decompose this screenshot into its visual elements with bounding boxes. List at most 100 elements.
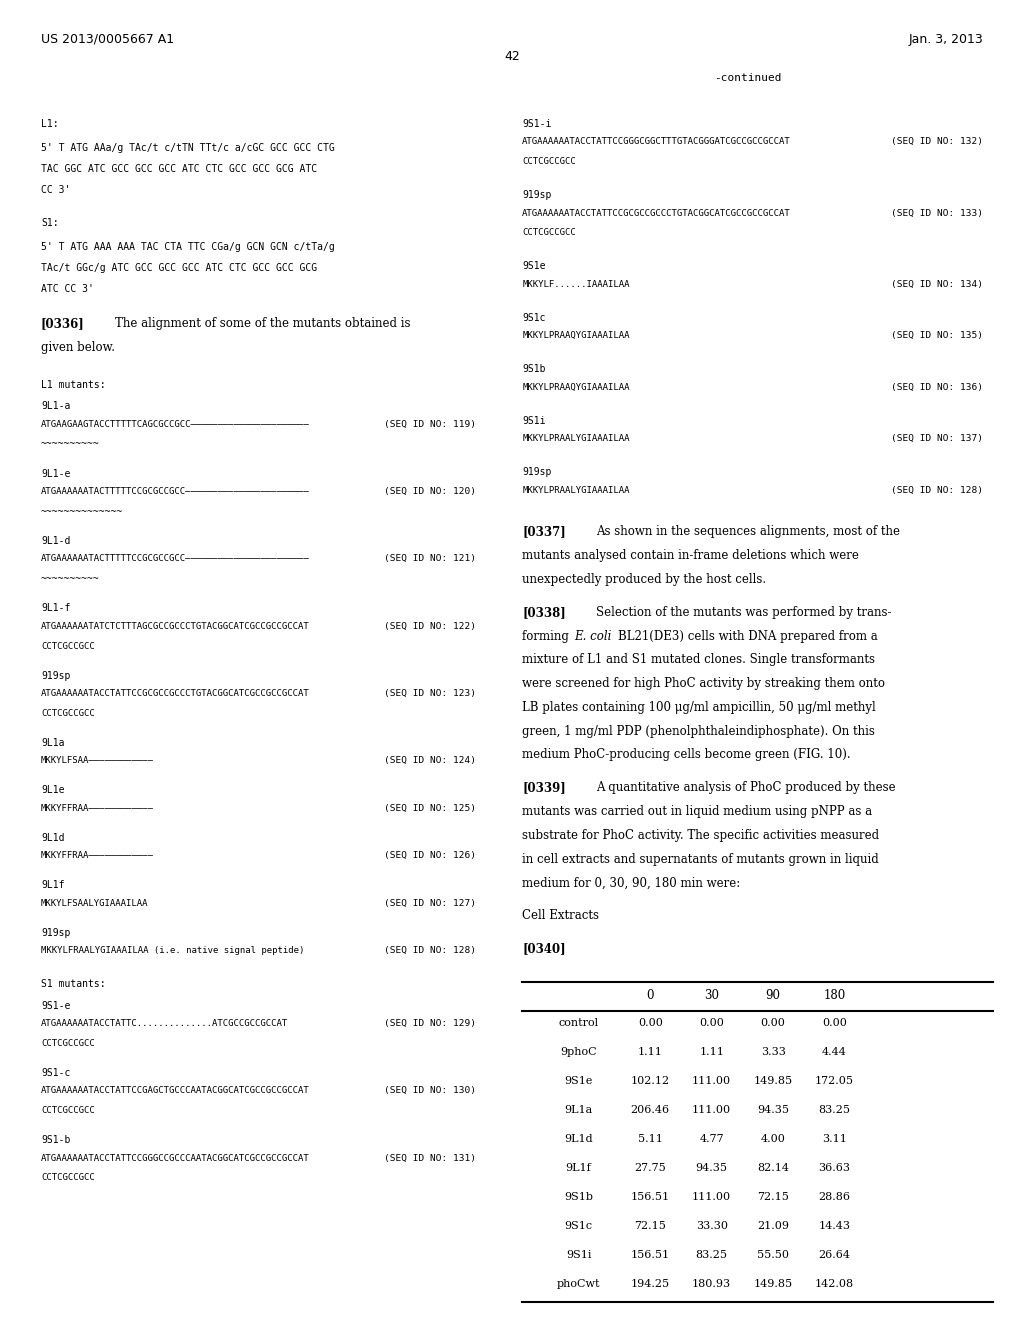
Text: [0337]: [0337]	[522, 525, 566, 539]
Text: 919sp: 919sp	[41, 671, 71, 681]
Text: CCTCGCCGCC: CCTCGCCGCC	[41, 1106, 94, 1115]
Text: 82.14: 82.14	[757, 1163, 790, 1173]
Text: As shown in the sequences alignments, most of the: As shown in the sequences alignments, mo…	[596, 525, 900, 539]
Text: 9L1-d: 9L1-d	[41, 536, 71, 546]
Text: 28.86: 28.86	[818, 1192, 851, 1203]
Text: MKKYLPRAALYGIAAAILAA: MKKYLPRAALYGIAAAILAA	[522, 486, 630, 495]
Text: (SEQ ID NO: 121): (SEQ ID NO: 121)	[384, 554, 476, 564]
Text: 9L1f: 9L1f	[41, 880, 65, 891]
Text: MKKYFFRAA————————————: MKKYFFRAA————————————	[41, 804, 154, 813]
Text: mutants was carried out in liquid medium using pNPP as a: mutants was carried out in liquid medium…	[522, 805, 872, 818]
Text: 0.00: 0.00	[638, 1018, 663, 1028]
Text: (SEQ ID NO: 122): (SEQ ID NO: 122)	[384, 622, 476, 631]
Text: (SEQ ID NO: 136): (SEQ ID NO: 136)	[891, 383, 983, 392]
Text: 83.25: 83.25	[818, 1105, 851, 1115]
Text: 3.11: 3.11	[822, 1134, 847, 1144]
Text: 4.77: 4.77	[699, 1134, 724, 1144]
Text: MKKYLFSAA————————————: MKKYLFSAA————————————	[41, 756, 154, 766]
Text: 0.00: 0.00	[822, 1018, 847, 1028]
Text: ATGAAAAAATACTTTTTCCGCGCCGCC———————————————————————: ATGAAAAAATACTTTTTCCGCGCCGCC—————————————…	[41, 554, 309, 564]
Text: 156.51: 156.51	[631, 1192, 670, 1203]
Text: LB plates containing 100 μg/ml ampicillin, 50 μg/ml methyl: LB plates containing 100 μg/ml ampicilli…	[522, 701, 876, 714]
Text: 33.30: 33.30	[695, 1221, 728, 1232]
Text: 206.46: 206.46	[631, 1105, 670, 1115]
Text: 9L1d: 9L1d	[41, 833, 65, 843]
Text: (SEQ ID NO: 133): (SEQ ID NO: 133)	[891, 209, 983, 218]
Text: 30: 30	[705, 989, 719, 1002]
Text: MKKYLF......IAAAILAA: MKKYLF......IAAAILAA	[522, 280, 630, 289]
Text: MKKYFFRAA————————————: MKKYFFRAA————————————	[41, 851, 154, 861]
Text: CCTCGCCGCC: CCTCGCCGCC	[41, 709, 94, 718]
Text: 27.75: 27.75	[634, 1163, 667, 1173]
Text: 55.50: 55.50	[757, 1250, 790, 1261]
Text: MKKYLFRAALYGIAAAILAA (i.e. native signal peptide): MKKYLFRAALYGIAAAILAA (i.e. native signal…	[41, 946, 304, 956]
Text: 5' T ATG AAA AAA TAC CTA TTC CGa/g GCN GCN c/tTa/g: 5' T ATG AAA AAA TAC CTA TTC CGa/g GCN G…	[41, 242, 335, 252]
Text: 9L1a: 9L1a	[564, 1105, 593, 1115]
Text: MKKYLPRAAQYGIAAAILAA: MKKYLPRAAQYGIAAAILAA	[522, 383, 630, 392]
Text: A quantitative analysis of PhoC produced by these: A quantitative analysis of PhoC produced…	[596, 781, 896, 795]
Text: ATGAAAAAATACTTTTTCCGCGCCGCC———————————————————————: ATGAAAAAATACTTTTTCCGCGCCGCC—————————————…	[41, 487, 309, 496]
Text: (SEQ ID NO: 125): (SEQ ID NO: 125)	[384, 804, 476, 813]
Text: [0338]: [0338]	[522, 606, 566, 619]
Text: 919sp: 919sp	[41, 928, 71, 939]
Text: ATGAAAAAATACCTATTCCGCGCCGCCCTGTACGGCATCGCCGCCGCCAT: ATGAAAAAATACCTATTCCGCGCCGCCCTGTACGGCATCG…	[522, 209, 791, 218]
Text: 142.08: 142.08	[815, 1279, 854, 1290]
Text: MKKYLFSAALYGIAAAILAA: MKKYLFSAALYGIAAAILAA	[41, 899, 148, 908]
Text: 9L1-e: 9L1-e	[41, 469, 71, 479]
Text: green, 1 mg/ml PDP (phenolphthaleindiphosphate). On this: green, 1 mg/ml PDP (phenolphthaleindipho…	[522, 725, 876, 738]
Text: L1:: L1:	[41, 119, 58, 129]
Text: 9S1-c: 9S1-c	[41, 1068, 71, 1078]
Text: given below.: given below.	[41, 341, 115, 354]
Text: 94.35: 94.35	[695, 1163, 728, 1173]
Text: control: control	[558, 1018, 599, 1028]
Text: 9L1d: 9L1d	[564, 1134, 593, 1144]
Text: ATC CC 3': ATC CC 3'	[41, 284, 94, 294]
Text: -continued: -continued	[714, 73, 781, 83]
Text: CCTCGCCGCC: CCTCGCCGCC	[41, 1039, 94, 1048]
Text: 5.11: 5.11	[638, 1134, 663, 1144]
Text: (SEQ ID NO: 135): (SEQ ID NO: 135)	[891, 331, 983, 341]
Text: 172.05: 172.05	[815, 1076, 854, 1086]
Text: (SEQ ID NO: 123): (SEQ ID NO: 123)	[384, 689, 476, 698]
Text: 111.00: 111.00	[692, 1105, 731, 1115]
Text: 0.00: 0.00	[761, 1018, 785, 1028]
Text: ATGAAGAAGTACCTTTTTCAGCGCCGCC——————————————————————: ATGAAGAAGTACCTTTTTCAGCGCCGCC————————————…	[41, 420, 309, 429]
Text: S1:: S1:	[41, 218, 58, 228]
Text: (SEQ ID NO: 137): (SEQ ID NO: 137)	[891, 434, 983, 444]
Text: 9S1b: 9S1b	[564, 1192, 593, 1203]
Text: 9S1b: 9S1b	[522, 364, 546, 375]
Text: E. coli: E. coli	[574, 630, 611, 643]
Text: [0339]: [0339]	[522, 781, 566, 795]
Text: 9S1-i: 9S1-i	[522, 119, 552, 129]
Text: (SEQ ID NO: 126): (SEQ ID NO: 126)	[384, 851, 476, 861]
Text: 180: 180	[823, 989, 846, 1002]
Text: Cell Extracts: Cell Extracts	[522, 909, 599, 923]
Text: 14.43: 14.43	[818, 1221, 851, 1232]
Text: BL21(DE3) cells with DNA prepared from a: BL21(DE3) cells with DNA prepared from a	[618, 630, 879, 643]
Text: 4.44: 4.44	[822, 1047, 847, 1057]
Text: (SEQ ID NO: 134): (SEQ ID NO: 134)	[891, 280, 983, 289]
Text: 919sp: 919sp	[522, 467, 552, 478]
Text: CCTCGCCGCC: CCTCGCCGCC	[41, 642, 94, 651]
Text: (SEQ ID NO: 124): (SEQ ID NO: 124)	[384, 756, 476, 766]
Text: CCTCGCCGCC: CCTCGCCGCC	[41, 1173, 94, 1183]
Text: forming: forming	[522, 630, 572, 643]
Text: 36.63: 36.63	[818, 1163, 851, 1173]
Text: 149.85: 149.85	[754, 1076, 793, 1086]
Text: CCTCGCCGCC: CCTCGCCGCC	[522, 157, 575, 166]
Text: CC 3': CC 3'	[41, 185, 71, 195]
Text: 1.11: 1.11	[638, 1047, 663, 1057]
Text: (SEQ ID NO: 128): (SEQ ID NO: 128)	[384, 946, 476, 956]
Text: 9L1e: 9L1e	[41, 785, 65, 796]
Text: 156.51: 156.51	[631, 1250, 670, 1261]
Text: 111.00: 111.00	[692, 1076, 731, 1086]
Text: 42: 42	[504, 50, 520, 63]
Text: 180.93: 180.93	[692, 1279, 731, 1290]
Text: ATGAAAAAATACCTATTCCGGGCCGCCCAATACGGCATCGCCGCCGCCAT: ATGAAAAAATACCTATTCCGGGCCGCCCAATACGGCATCG…	[41, 1154, 309, 1163]
Text: in cell extracts and supernatants of mutants grown in liquid: in cell extracts and supernatants of mut…	[522, 853, 879, 866]
Text: 90: 90	[766, 989, 780, 1002]
Text: ATGAAAAAATACCTATTCCGCGCCGCCCTGTACGGCATCGCCGCCGCCAT: ATGAAAAAATACCTATTCCGCGCCGCCCTGTACGGCATCG…	[41, 689, 309, 698]
Text: 102.12: 102.12	[631, 1076, 670, 1086]
Text: substrate for PhoC activity. The specific activities measured: substrate for PhoC activity. The specifi…	[522, 829, 880, 842]
Text: 111.00: 111.00	[692, 1192, 731, 1203]
